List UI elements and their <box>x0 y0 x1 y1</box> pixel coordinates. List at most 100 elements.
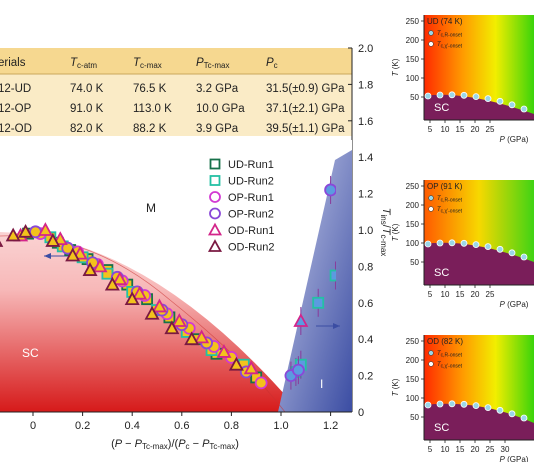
inset-point <box>424 240 432 248</box>
table-cell-r2-c3: 3.9 GPa <box>196 123 239 135</box>
inset-x-tick-label: 30 <box>501 445 510 454</box>
inset-point <box>460 91 468 99</box>
legend-label-od-run2: OD-Run2 <box>228 242 274 254</box>
inset-sc-label: SC <box>434 422 449 434</box>
data-point-op-run2-10 <box>291 363 305 377</box>
legend-label-ud-run2: UD-Run2 <box>228 176 274 188</box>
right-tick-label-0.4: 0.4 <box>358 334 373 346</box>
inset-x-tick-label: 5 <box>428 290 433 299</box>
data-point-od-run1-7 <box>151 298 167 313</box>
table-header-bg <box>0 48 352 74</box>
inset-y-label: T (K) <box>391 58 400 76</box>
inset-point <box>520 105 528 113</box>
inset-y-tick-label: 100 <box>406 74 420 83</box>
table-cell-r2-c0: 12-OD <box>0 123 32 135</box>
data-point-od-run2-6 <box>104 276 120 291</box>
inset-point <box>460 239 468 247</box>
x-tick-label-0: 0 <box>30 420 36 432</box>
right-tick-label-1.8: 1.8 <box>358 79 373 91</box>
inset-y-tick-label: 50 <box>410 93 419 102</box>
inset-x-tick-label: 5 <box>428 445 433 454</box>
legend-marker-od-run2 <box>207 239 223 252</box>
table-header-0: erials <box>0 57 26 69</box>
inset-point <box>508 249 516 257</box>
table-cell-r2-c4: 39.5(±1.1) GPa <box>266 123 345 135</box>
inset-x-tick-label: 10 <box>441 445 450 454</box>
data-point-od-run2-5 <box>82 262 98 276</box>
inset-title: UD (74 K) <box>427 17 463 26</box>
data-point-od-run2-3 <box>45 233 61 247</box>
table-cell-r2-c2: 88.2 K <box>133 123 167 135</box>
data-point-od-run1-4 <box>92 258 108 273</box>
inset-y-tick-label: 50 <box>410 413 419 422</box>
data-point-od-run1-9 <box>194 329 210 344</box>
inset-point <box>496 97 504 105</box>
inset-panel-3: OD (82 K) Tc,R-onset Tc,χ'-onset 50 100 150 20… <box>391 335 534 462</box>
inset-point <box>484 404 492 411</box>
inset-x-tick-label: 5 <box>428 125 433 134</box>
inset-x-tick-label: 10 <box>441 290 450 299</box>
table-cell-r1-c0: 12-OP <box>0 103 32 115</box>
table-header-1: Tc-atm <box>70 57 97 70</box>
inset-legend-label: Tc,χ'-onset <box>437 362 463 370</box>
data-point-od-run1-8 <box>171 313 187 327</box>
inset-legend-marker <box>428 206 434 212</box>
data-point-op-run2-1 <box>61 241 75 255</box>
inset-point <box>448 239 456 247</box>
inset-point <box>472 93 480 100</box>
x-tick-label-0.4: 0.4 <box>125 420 140 432</box>
right-tick-label-2.0: 2.0 <box>358 43 373 55</box>
legend-label-ud-run1: UD-Run1 <box>228 159 274 171</box>
inset-point <box>508 410 516 418</box>
region-label-m: M <box>146 201 156 215</box>
inset-point <box>520 414 528 422</box>
inset-legend-marker <box>428 350 434 356</box>
data-point-od-run2-7 <box>124 291 140 306</box>
inset-point <box>472 402 480 409</box>
legend-label-od-run1: OD-Run1 <box>228 225 274 237</box>
inset-point <box>436 91 444 99</box>
inset-point <box>448 91 456 99</box>
data-point-od-run2-9 <box>164 320 180 335</box>
inset-legend-label: Tc,R-onset <box>437 31 463 39</box>
inset-point <box>424 401 432 409</box>
table-cell-r1-c4: 37.1(±2.1) GPa <box>266 103 345 115</box>
inset-y-tick-label: 100 <box>406 394 420 403</box>
right-tick-label-1.0: 1.0 <box>358 225 373 237</box>
inset-point <box>472 241 480 248</box>
region-label-sc: SC <box>22 346 39 360</box>
metallic-region <box>0 140 352 412</box>
inset-legend-marker <box>428 195 434 201</box>
inset-legend-label: Tc,R-onset <box>437 196 463 204</box>
insulating-region <box>278 150 352 412</box>
inset-legend-label: Tc,χ'-onset <box>437 42 463 50</box>
data-point-od-run2-11 <box>228 356 244 371</box>
inset-x-tick-label: 15 <box>456 445 465 454</box>
inset-legend-marker <box>428 30 434 36</box>
legend-marker-od-run1 <box>207 222 223 236</box>
legend-label-op-run2: OP-Run2 <box>228 209 274 221</box>
inset-point <box>436 239 444 247</box>
inset-y-tick-label: 150 <box>406 375 420 384</box>
inset-x-label: P (GPa) <box>500 300 529 309</box>
right-tick-label-0.6: 0.6 <box>358 298 373 310</box>
inset-x-tick-label: 15 <box>456 125 465 134</box>
legend-marker-op-run1 <box>209 191 221 203</box>
inset-x-tick-label: 25 <box>486 125 495 134</box>
inset-y-tick-label: 50 <box>410 258 419 267</box>
inset-point <box>484 95 492 102</box>
inset-y-label: T (K) <box>391 223 400 241</box>
right-tick-label-0.2: 0.2 <box>358 371 373 383</box>
inset-y-tick-label: 250 <box>406 182 420 191</box>
inset-point <box>520 253 528 261</box>
right-tick-label-0: 0 <box>358 407 364 419</box>
x-tick-label-1.2: 1.2 <box>323 420 338 432</box>
inset-y-label: T (K) <box>391 378 400 396</box>
data-point-od-run1-11 <box>243 360 259 375</box>
inset-legend-label: Tc,R-onset <box>437 351 463 359</box>
data-point-od-run2-2 <box>18 223 34 238</box>
data-point-od-run2-10 <box>184 331 200 346</box>
summary-table: erials Tc-atm Tc-max PTc-max Pc 12-UD 74.0 K 76… <box>0 48 352 136</box>
inset-sc-label: SC <box>434 267 449 279</box>
